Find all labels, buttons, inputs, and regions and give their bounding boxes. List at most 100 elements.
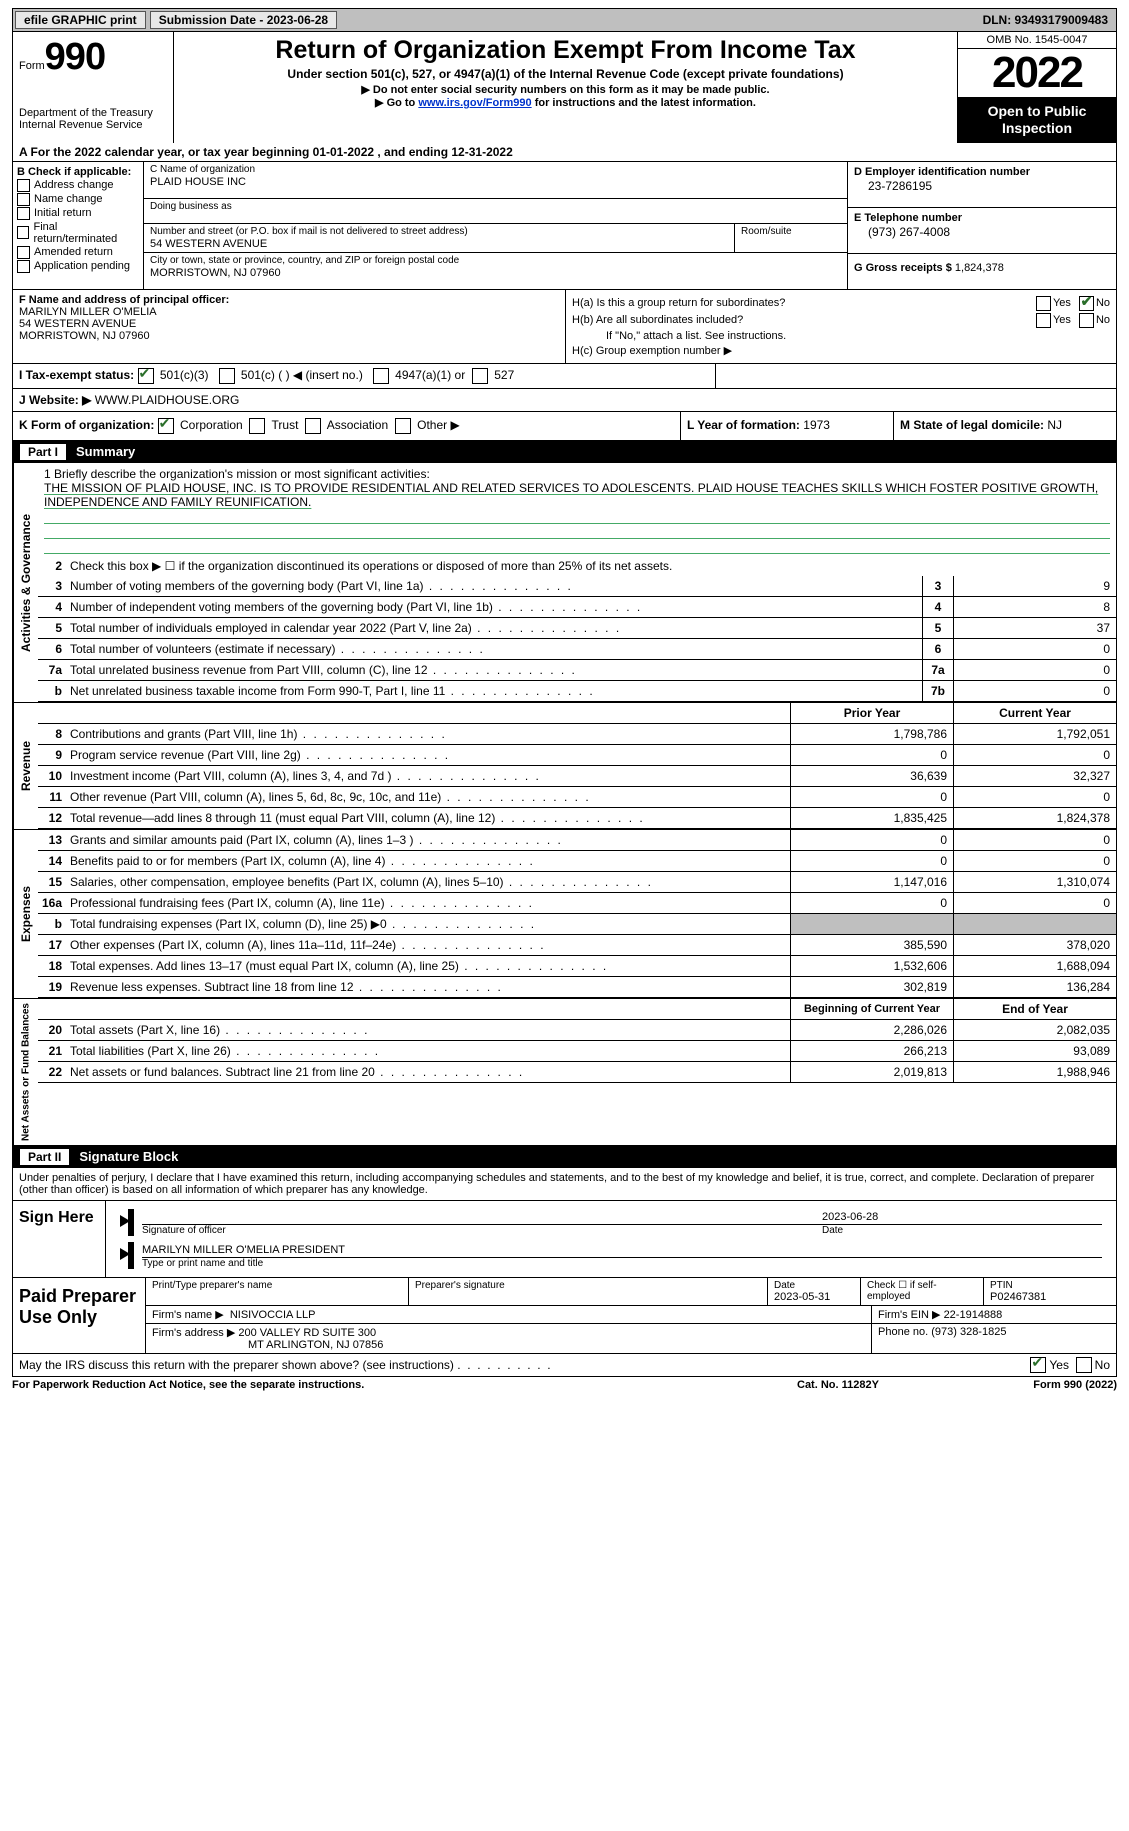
perjury-declaration: Under penalties of perjury, I declare th… (13, 1168, 1116, 1200)
part-i-title: Summary (76, 444, 135, 459)
officer-addr1: 54 WESTERN AVENUE (19, 318, 559, 330)
gross-value: 1,824,378 (955, 262, 1004, 274)
cat-no: Cat. No. 11282Y (797, 1379, 977, 1391)
summary-line: 15Salaries, other compensation, employee… (38, 872, 1116, 893)
self-employed-check: Check ☐ if self-employed (861, 1278, 984, 1305)
revenue-section: Revenue Prior Year Current Year 8Contrib… (12, 703, 1117, 830)
form-header: Form990 Department of the TreasuryIntern… (12, 32, 1117, 143)
summary-line: 8Contributions and grants (Part VIII, li… (38, 724, 1116, 745)
firm-addr1: 200 VALLEY RD SUITE 300 (238, 1327, 376, 1339)
efile-topbar: efile GRAPHIC print Submission Date - 20… (12, 8, 1117, 32)
date-label: Date (822, 1225, 1102, 1236)
summary-line: bNet unrelated business taxable income f… (38, 681, 1116, 702)
dba-label: Doing business as (150, 201, 841, 212)
part-i-tag: Part I (20, 444, 66, 460)
street-address: 54 WESTERN AVENUE (150, 237, 728, 250)
paid-preparer-block: Paid Preparer Use Only Print/Type prepar… (13, 1277, 1116, 1353)
box-d: D Employer identification number 23-7286… (848, 162, 1116, 289)
section-fh: F Name and address of principal officer:… (12, 290, 1117, 364)
netassets-label: Net Assets or Fund Balances (13, 999, 38, 1145)
summary-line: 3Number of voting members of the governi… (38, 576, 1116, 597)
box-b-header: B Check if applicable: (17, 166, 139, 178)
firm-phone: (973) 328-1825 (931, 1326, 1006, 1338)
summary-line: 19Revenue less expenses. Subtract line 1… (38, 977, 1116, 998)
part-i-bar: Part I Summary (12, 441, 1117, 463)
begin-year-hdr: Beginning of Current Year (790, 999, 953, 1019)
efile-print-btn[interactable]: efile GRAPHIC print (15, 11, 146, 29)
firm-ein: 22-1914888 (944, 1309, 1003, 1321)
box-b: B Check if applicable: Address change Na… (13, 162, 144, 289)
form-title: Return of Organization Exempt From Incom… (182, 36, 949, 65)
hc-cell (716, 364, 1116, 388)
title-box: Return of Organization Exempt From Incom… (174, 32, 958, 143)
summary-line: 13Grants and similar amounts paid (Part … (38, 830, 1116, 851)
submission-date-btn[interactable]: Submission Date - 2023-06-28 (150, 11, 337, 29)
current-year-hdr: Current Year (953, 703, 1116, 723)
officer-sig-field: 2023-06-28 Signature of officerDate (128, 1209, 1110, 1236)
officer-printed-name: MARILYN MILLER O'MELIA PRESIDENT (142, 1244, 1102, 1256)
part-ii-bar: Part II Signature Block (12, 1146, 1117, 1168)
discuss-no-check (1076, 1357, 1092, 1373)
preparer-date: 2023-05-31 (774, 1291, 854, 1303)
summary-line: 11Other revenue (Part VIII, column (A), … (38, 787, 1116, 808)
part-ii-tag: Part II (20, 1149, 69, 1165)
year-box: OMB No. 1545-0047 2022 Open to Public In… (958, 32, 1116, 143)
box-m: M State of legal domicile: NJ (894, 412, 1116, 440)
mission-block: 1 Briefly describe the organization's mi… (38, 463, 1116, 556)
row-j: J Website: ▶ WWW.PLAIDHOUSE.ORG (12, 389, 1117, 412)
summary-line: 4Number of independent voting members of… (38, 597, 1116, 618)
discuss-yes-check (1030, 1357, 1046, 1373)
website-label: J Website: ▶ (19, 393, 91, 407)
netassets-section: Net Assets or Fund Balances Beginning of… (12, 999, 1117, 1146)
form-ref: Form 990 (2022) (977, 1379, 1117, 1391)
tax-exempt-row: I Tax-exempt status: 501(c)(3) 501(c) ( … (13, 364, 716, 388)
summary-line: bTotal fundraising expenses (Part IX, co… (38, 914, 1116, 935)
officer-addr2: MORRISTOWN, NJ 07960 (19, 330, 559, 342)
line-2: Check this box ▶ ☐ if the organization d… (66, 557, 1116, 575)
form-number: 990 (45, 36, 105, 78)
summary-line: 20Total assets (Part X, line 16)2,286,02… (38, 1020, 1116, 1041)
row-i: I Tax-exempt status: 501(c)(3) 501(c) ( … (12, 364, 1117, 389)
dba-value (150, 212, 841, 213)
officer-label: F Name and address of principal officer: (19, 294, 559, 306)
subtitle-2: ▶ Do not enter social security numbers o… (182, 83, 949, 96)
irs-link[interactable]: www.irs.gov/Form990 (418, 97, 531, 109)
room-label: Room/suite (741, 226, 841, 237)
sig-officer-label: Signature of officer (142, 1225, 822, 1236)
org-name: PLAID HOUSE INC (150, 175, 841, 188)
revenue-label: Revenue (13, 703, 38, 829)
firm-name: NISIVOCCIA LLP (230, 1309, 316, 1321)
activities-section: Activities & Governance 1 Briefly descri… (12, 463, 1117, 703)
subtitle-1: Under section 501(c), 527, or 4947(a)(1)… (182, 67, 949, 81)
summary-line: 5Total number of individuals employed in… (38, 618, 1116, 639)
line-a: A For the 2022 calendar year, or tax yea… (12, 143, 1117, 162)
prior-year-hdr: Prior Year (790, 703, 953, 723)
addr-label: Number and street (or P.O. box if mail i… (150, 226, 728, 237)
row-klm: K Form of organization: Corporation Trus… (12, 412, 1117, 441)
ha-label: H(a) Is this a group return for subordin… (572, 297, 1022, 309)
sig-date: 2023-06-28 (822, 1211, 1102, 1223)
summary-line: 14Benefits paid to or for members (Part … (38, 851, 1116, 872)
ein-value: 23-7286195 (848, 179, 1116, 199)
summary-line: 12Total revenue—add lines 8 through 11 (… (38, 808, 1116, 829)
box-c: C Name of organization PLAID HOUSE INC D… (144, 162, 848, 289)
summary-line: 6Total number of volunteers (estimate if… (38, 639, 1116, 660)
summary-line: 16aProfessional fundraising fees (Part I… (38, 893, 1116, 914)
firm-addr2: MT ARLINGTON, NJ 07856 (152, 1339, 865, 1351)
omb-number: OMB No. 1545-0047 (958, 32, 1116, 49)
section-bcd: B Check if applicable: Address change Na… (12, 162, 1117, 290)
form-990-page: efile GRAPHIC print Submission Date - 20… (0, 0, 1129, 1397)
open-inspection: Open to Public Inspection (958, 97, 1116, 143)
box-h: H(a) Is this a group return for subordin… (566, 290, 1116, 363)
summary-line: 21Total liabilities (Part X, line 26)266… (38, 1041, 1116, 1062)
subtitle-3: ▶ Go to www.irs.gov/Form990 for instruct… (182, 96, 949, 109)
activities-label: Activities & Governance (13, 463, 38, 702)
hb-note: If "No," attach a list. See instructions… (572, 330, 1110, 342)
box-f: F Name and address of principal officer:… (13, 290, 566, 363)
signature-block: Under penalties of perjury, I declare th… (12, 1168, 1117, 1354)
type-name-label: Type or print name and title (142, 1258, 1102, 1269)
dept-label: Department of the TreasuryInternal Reven… (19, 107, 167, 131)
part-ii-title: Signature Block (79, 1149, 178, 1164)
org-name-label: C Name of organization (150, 164, 841, 175)
box-l: L Year of formation: 1973 (681, 412, 894, 440)
